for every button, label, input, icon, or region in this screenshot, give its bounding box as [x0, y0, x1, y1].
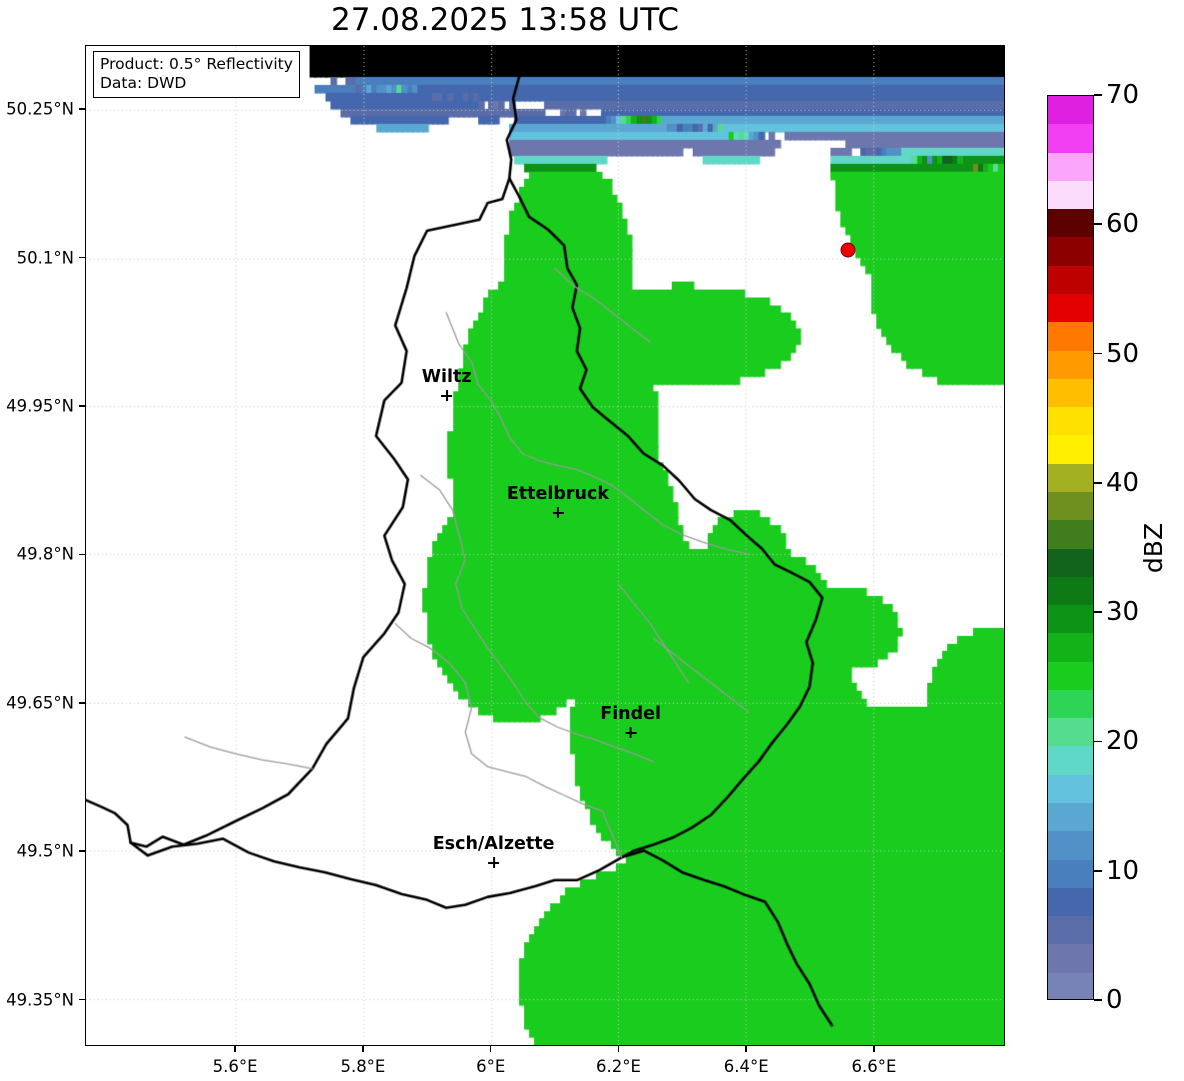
- latitude-tick-label: 50.25°N: [6, 99, 74, 119]
- colorbar-tick-label: 70: [1106, 80, 1140, 110]
- colorbar-tick: [1094, 352, 1102, 355]
- colorbar-band: [1048, 916, 1093, 945]
- colorbar-band: [1048, 407, 1093, 436]
- colorbar-band: [1048, 322, 1093, 351]
- colorbar-band: [1048, 237, 1093, 266]
- colorbar-tick-label: 30: [1106, 597, 1140, 628]
- colorbar-title: dBZ: [1139, 522, 1168, 574]
- city-marker-ettelbruck: Ettelbruck: [506, 483, 610, 519]
- latitude-tick: [79, 850, 85, 852]
- colorbar-tick-label: 60: [1106, 209, 1140, 240]
- colorbar-band: [1048, 661, 1093, 690]
- latitude-tick-label: 49.8°N: [16, 544, 74, 564]
- latitude-tick: [79, 998, 85, 1001]
- country-borders-layer: [86, 46, 1004, 1045]
- colorbar-band: [1048, 180, 1093, 210]
- colorbar-band: [1048, 689, 1093, 719]
- reflectivity-colorbar[interactable]: [1047, 95, 1094, 1000]
- colorbar-band: [1048, 463, 1093, 492]
- longitude-tick-label: 6.2°E: [596, 1057, 641, 1076]
- latitude-tick: [79, 256, 85, 259]
- colorbar-band: [1048, 520, 1093, 549]
- latitude-tick-label: 50.1°N: [16, 248, 74, 268]
- longitude-tick: [234, 1046, 236, 1052]
- latitude-tick-label: 49.95°N: [6, 396, 74, 416]
- colorbar-band: [1048, 576, 1093, 606]
- colorbar-band: [1048, 774, 1093, 804]
- latitude-tick-label: 49.65°N: [6, 693, 74, 713]
- city-marker-wiltz: Wiltz: [421, 366, 472, 402]
- colorbar-band: [1048, 209, 1093, 238]
- longitude-tick-label: 6.6°E: [851, 1057, 897, 1076]
- longitude-tick-label: 6°E: [476, 1057, 506, 1076]
- colorbar-band: [1048, 293, 1093, 323]
- colorbar-band: [1048, 972, 1093, 999]
- colorbar-tick: [1094, 223, 1102, 226]
- longitude-tick-label: 5.8°E: [340, 1057, 386, 1076]
- colorbar-band: [1048, 633, 1093, 662]
- colorbar-band: [1048, 124, 1093, 153]
- colorbar-tick: [1094, 611, 1102, 613]
- colorbar-band: [1048, 746, 1093, 775]
- colorbar-tick: [1094, 482, 1102, 484]
- longitude-tick-label: 6.4°E: [723, 1057, 769, 1076]
- latitude-tick: [79, 405, 85, 407]
- city-cross-icon: [441, 390, 453, 402]
- colorbar-band: [1048, 803, 1093, 832]
- colorbar-band: [1048, 350, 1093, 379]
- city-cross-icon: [552, 507, 564, 519]
- latitude-tick-label: 49.5°N: [16, 841, 74, 861]
- colorbar-tick: [1094, 869, 1102, 872]
- longitude-tick-label: 5.6°E: [212, 1057, 258, 1076]
- legend-data-line: Data: DWD: [100, 73, 187, 92]
- radar-plot-area[interactable]: Product: 0.5° Reflectivity Data: DWD Wil…: [85, 45, 1005, 1046]
- colorbar-tick-label: 0: [1106, 985, 1123, 1015]
- colorbar-band: [1048, 887, 1093, 917]
- city-cross-icon: [488, 857, 500, 869]
- longitude-tick: [745, 1046, 748, 1052]
- latitude-tick: [79, 553, 85, 556]
- longitude-tick: [873, 1046, 875, 1052]
- city-label: Ettelbruck: [506, 483, 610, 504]
- longitude-tick: [362, 1046, 364, 1052]
- colorbar-tick: [1094, 740, 1102, 743]
- colorbar-band: [1048, 548, 1093, 577]
- colorbar-tick-label: 40: [1106, 467, 1140, 498]
- colorbar-band: [1048, 96, 1093, 125]
- colorbar-band: [1048, 435, 1093, 464]
- colorbar-band: [1048, 265, 1093, 294]
- latitude-tick: [79, 701, 85, 704]
- city-marker-esch-alzette: Esch/Alzette: [432, 833, 555, 869]
- colorbar-tick: [1094, 94, 1102, 96]
- city-label: Findel: [600, 703, 662, 724]
- latitude-tick: [79, 108, 85, 111]
- longitude-tick: [617, 1046, 620, 1052]
- product-legend-box: Product: 0.5° Reflectivity Data: DWD: [93, 51, 300, 98]
- colorbar-band: [1048, 605, 1093, 634]
- page-title: 27.08.2025 13:58 UTC: [331, 2, 679, 38]
- colorbar-band: [1048, 152, 1093, 181]
- colorbar-band: [1048, 491, 1093, 521]
- latitude-tick-label: 49.35°N: [6, 990, 74, 1009]
- colorbar-tick: [1094, 999, 1102, 1001]
- colorbar-band: [1048, 859, 1093, 888]
- colorbar-tick-label: 50: [1106, 338, 1140, 369]
- colorbar-band: [1048, 378, 1093, 408]
- city-label: Wiltz: [421, 366, 472, 387]
- city-marker-findel: Findel: [600, 703, 662, 738]
- colorbar-tick-label: 20: [1106, 726, 1140, 757]
- legend-product-line: Product: 0.5° Reflectivity: [100, 55, 293, 73]
- radar-site-marker[interactable]: [840, 242, 856, 258]
- city-cross-icon: [625, 727, 637, 738]
- colorbar-band: [1048, 944, 1093, 973]
- colorbar-tick-label: 10: [1106, 855, 1140, 886]
- colorbar-band: [1048, 831, 1093, 860]
- colorbar-band: [1048, 718, 1093, 747]
- city-label: Esch/Alzette: [432, 833, 555, 854]
- longitude-tick: [489, 1046, 492, 1052]
